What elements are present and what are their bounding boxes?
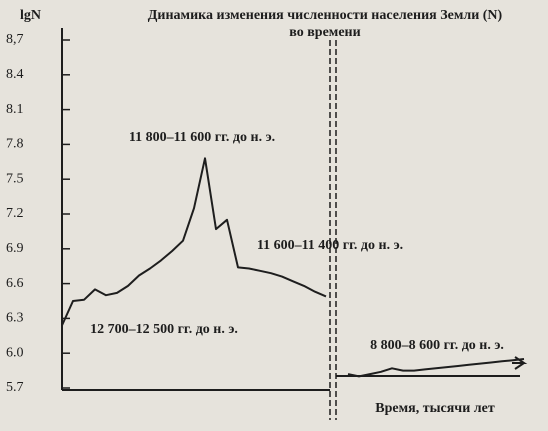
annotation: 11 600–11 400 гг. до н. э.: [257, 238, 403, 253]
y-tick-label: 8.4: [6, 67, 24, 82]
y-tick-label: 7.5: [6, 171, 24, 186]
y-tick-label: 8,7: [6, 32, 24, 47]
y-tick-label: 7.2: [6, 206, 24, 221]
x-axis-label: Время, тысячи лет: [375, 401, 495, 416]
y-tick-label: 6.3: [6, 311, 24, 326]
chart-title: Динамика изменения численности населения…: [148, 8, 503, 23]
annotation: 12 700–12 500 гг. до н. э.: [90, 322, 238, 337]
annotation: 11 800–11 600 гг. до н. э.: [129, 130, 275, 145]
y-tick-label: 6.0: [6, 345, 24, 360]
y-axis-label: lgN: [20, 8, 41, 23]
chart-subtitle: во времени: [289, 25, 360, 40]
y-tick-label: 7.8: [6, 137, 24, 152]
y-tick-label: 6.9: [6, 241, 24, 256]
y-tick-label: 8.1: [6, 102, 24, 117]
y-tick-label: 5.7: [6, 380, 24, 395]
annotation: 8 800–8 600 гг. до н. э.: [370, 338, 504, 353]
y-tick-label: 6.6: [6, 276, 24, 291]
data-line: [61, 157, 525, 378]
